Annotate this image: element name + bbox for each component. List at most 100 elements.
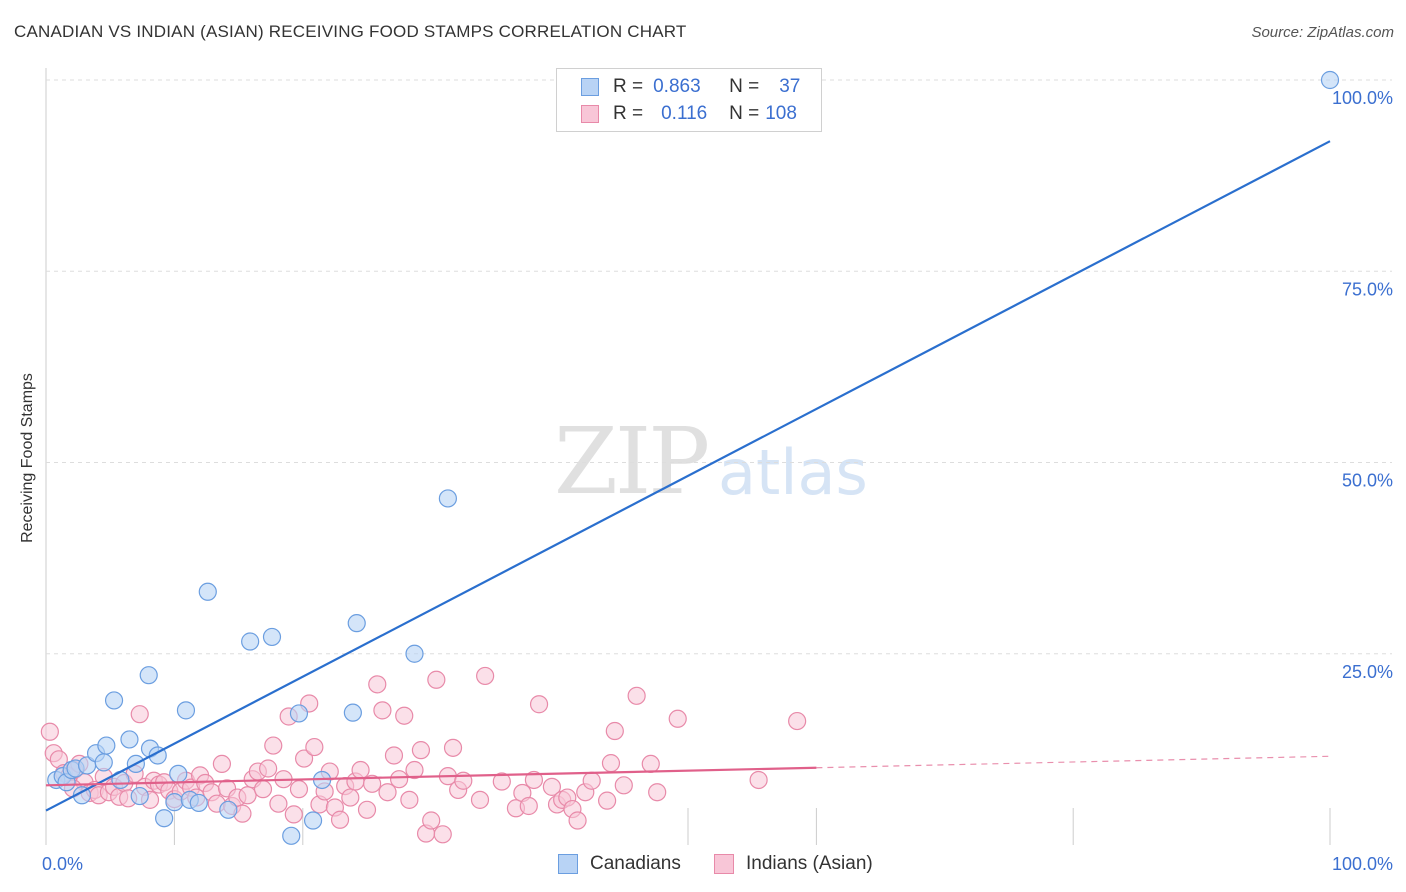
- canadians-point: [130, 786, 149, 806]
- indians-point: [788, 711, 807, 731]
- legend-r-label: R =: [613, 103, 644, 124]
- bottom-swatch-canadians: [558, 854, 578, 874]
- canadians-point: [289, 704, 309, 723]
- canadians-point: [303, 811, 323, 830]
- indians-point: [253, 780, 273, 799]
- indians-point: [605, 721, 624, 741]
- indians-point: [351, 760, 370, 780]
- indians-point: [400, 790, 419, 809]
- indians-point: [641, 754, 660, 774]
- indians-point: [427, 670, 446, 689]
- indians-point: [598, 791, 617, 810]
- indians-point: [212, 754, 232, 774]
- canadians-point: [219, 800, 238, 819]
- indians-point: [648, 783, 667, 802]
- indians-point: [443, 738, 463, 757]
- chart-title: CANADIAN VS INDIAN (ASIAN) RECEIVING FOO…: [14, 22, 687, 41]
- legend-r-value: 0.116: [661, 103, 708, 124]
- canadians-point: [347, 614, 366, 633]
- indians-point: [357, 800, 377, 819]
- indians-point: [627, 686, 646, 705]
- indians-trend-line: [45, 766, 817, 787]
- bottom-legend-canadians: Canadians: [558, 852, 681, 876]
- canadians-point: [176, 701, 196, 720]
- indians-point: [264, 736, 283, 755]
- legend-swatch-canadians: [581, 78, 599, 96]
- indians-point: [284, 805, 303, 824]
- canadians-point: [241, 632, 260, 651]
- indians-trend-extension: [816, 755, 1331, 769]
- indians-point: [330, 810, 350, 829]
- indians-point: [668, 709, 687, 728]
- canadians-point: [405, 644, 424, 663]
- canadians-point: [155, 809, 174, 828]
- x-tick-label: 0.0%: [42, 854, 83, 874]
- indians-point: [529, 695, 549, 714]
- canadians-point: [438, 489, 457, 508]
- canadians-point: [189, 793, 208, 813]
- indians-point: [524, 770, 544, 790]
- canadians-point: [97, 736, 116, 755]
- indians-point: [368, 675, 387, 694]
- legend-row-indians: R = 0.116 N = 108: [581, 101, 797, 127]
- legend-r-label: R =: [613, 76, 644, 97]
- canadians-point: [104, 691, 124, 710]
- y-axis-label: Receiving Food Stamps: [19, 373, 36, 543]
- indians-point: [294, 749, 314, 768]
- canadians-trend-line: [45, 140, 1331, 812]
- legend-n-label: N =: [729, 103, 760, 124]
- indians-point: [476, 666, 495, 686]
- indians-point: [390, 770, 409, 789]
- indians-point: [373, 701, 392, 720]
- indians-point: [519, 796, 538, 816]
- y-tick-label: 50.0%: [1342, 471, 1393, 491]
- canadians-point: [139, 666, 158, 685]
- indians-point: [614, 776, 633, 795]
- indians-point: [568, 811, 587, 830]
- indians-point: [363, 774, 382, 793]
- indians-point: [422, 811, 441, 830]
- stats-legend: R = 0.863 N = 37 R = 0.116 N = 108: [556, 68, 822, 132]
- indians-point: [411, 741, 431, 760]
- bottom-legend-label-indians: Indians (Asian): [746, 853, 873, 874]
- legend-n-value: 37: [779, 76, 801, 97]
- indians-point: [384, 746, 404, 765]
- indians-point: [601, 754, 621, 773]
- canadians-point: [1320, 70, 1340, 90]
- canadians-point: [198, 582, 217, 601]
- canadians-point: [262, 627, 282, 647]
- bottom-swatch-indians: [714, 854, 734, 874]
- indians-point: [341, 788, 360, 807]
- y-tick-label: 100.0%: [1332, 88, 1393, 108]
- canadians-point: [169, 764, 188, 783]
- y-tick-label: 25.0%: [1342, 662, 1393, 682]
- indians-point: [305, 737, 324, 757]
- canadians-point: [343, 703, 362, 722]
- legend-n-label: N =: [729, 76, 760, 97]
- indians-point: [492, 772, 511, 791]
- canadians-point: [94, 753, 113, 772]
- canadians-point: [165, 793, 184, 812]
- indians-point: [433, 825, 452, 844]
- indians-point: [289, 780, 309, 799]
- source-label: Source: ZipAtlas.com: [1251, 24, 1394, 41]
- bottom-legend-indians: Indians (Asian): [714, 852, 873, 876]
- bottom-legend-label-canadians: Canadians: [590, 853, 681, 874]
- legend-row-canadians: R = 0.863 N = 37: [581, 74, 800, 100]
- indians-point: [40, 722, 59, 741]
- indians-point: [470, 790, 490, 809]
- canadians-point: [120, 730, 139, 749]
- indians-point: [238, 786, 257, 805]
- indians-point: [259, 759, 278, 778]
- indians-point: [405, 760, 424, 780]
- y-tick-label: 75.0%: [1342, 279, 1393, 299]
- watermark-zip: ZIP: [554, 408, 710, 515]
- legend-swatch-indians: [581, 105, 599, 123]
- canadians-point: [282, 826, 301, 845]
- indians-point: [269, 794, 288, 813]
- indians-point: [749, 770, 768, 790]
- indians-point: [542, 777, 561, 796]
- legend-n-value: 108: [765, 103, 797, 124]
- indians-point: [395, 706, 414, 725]
